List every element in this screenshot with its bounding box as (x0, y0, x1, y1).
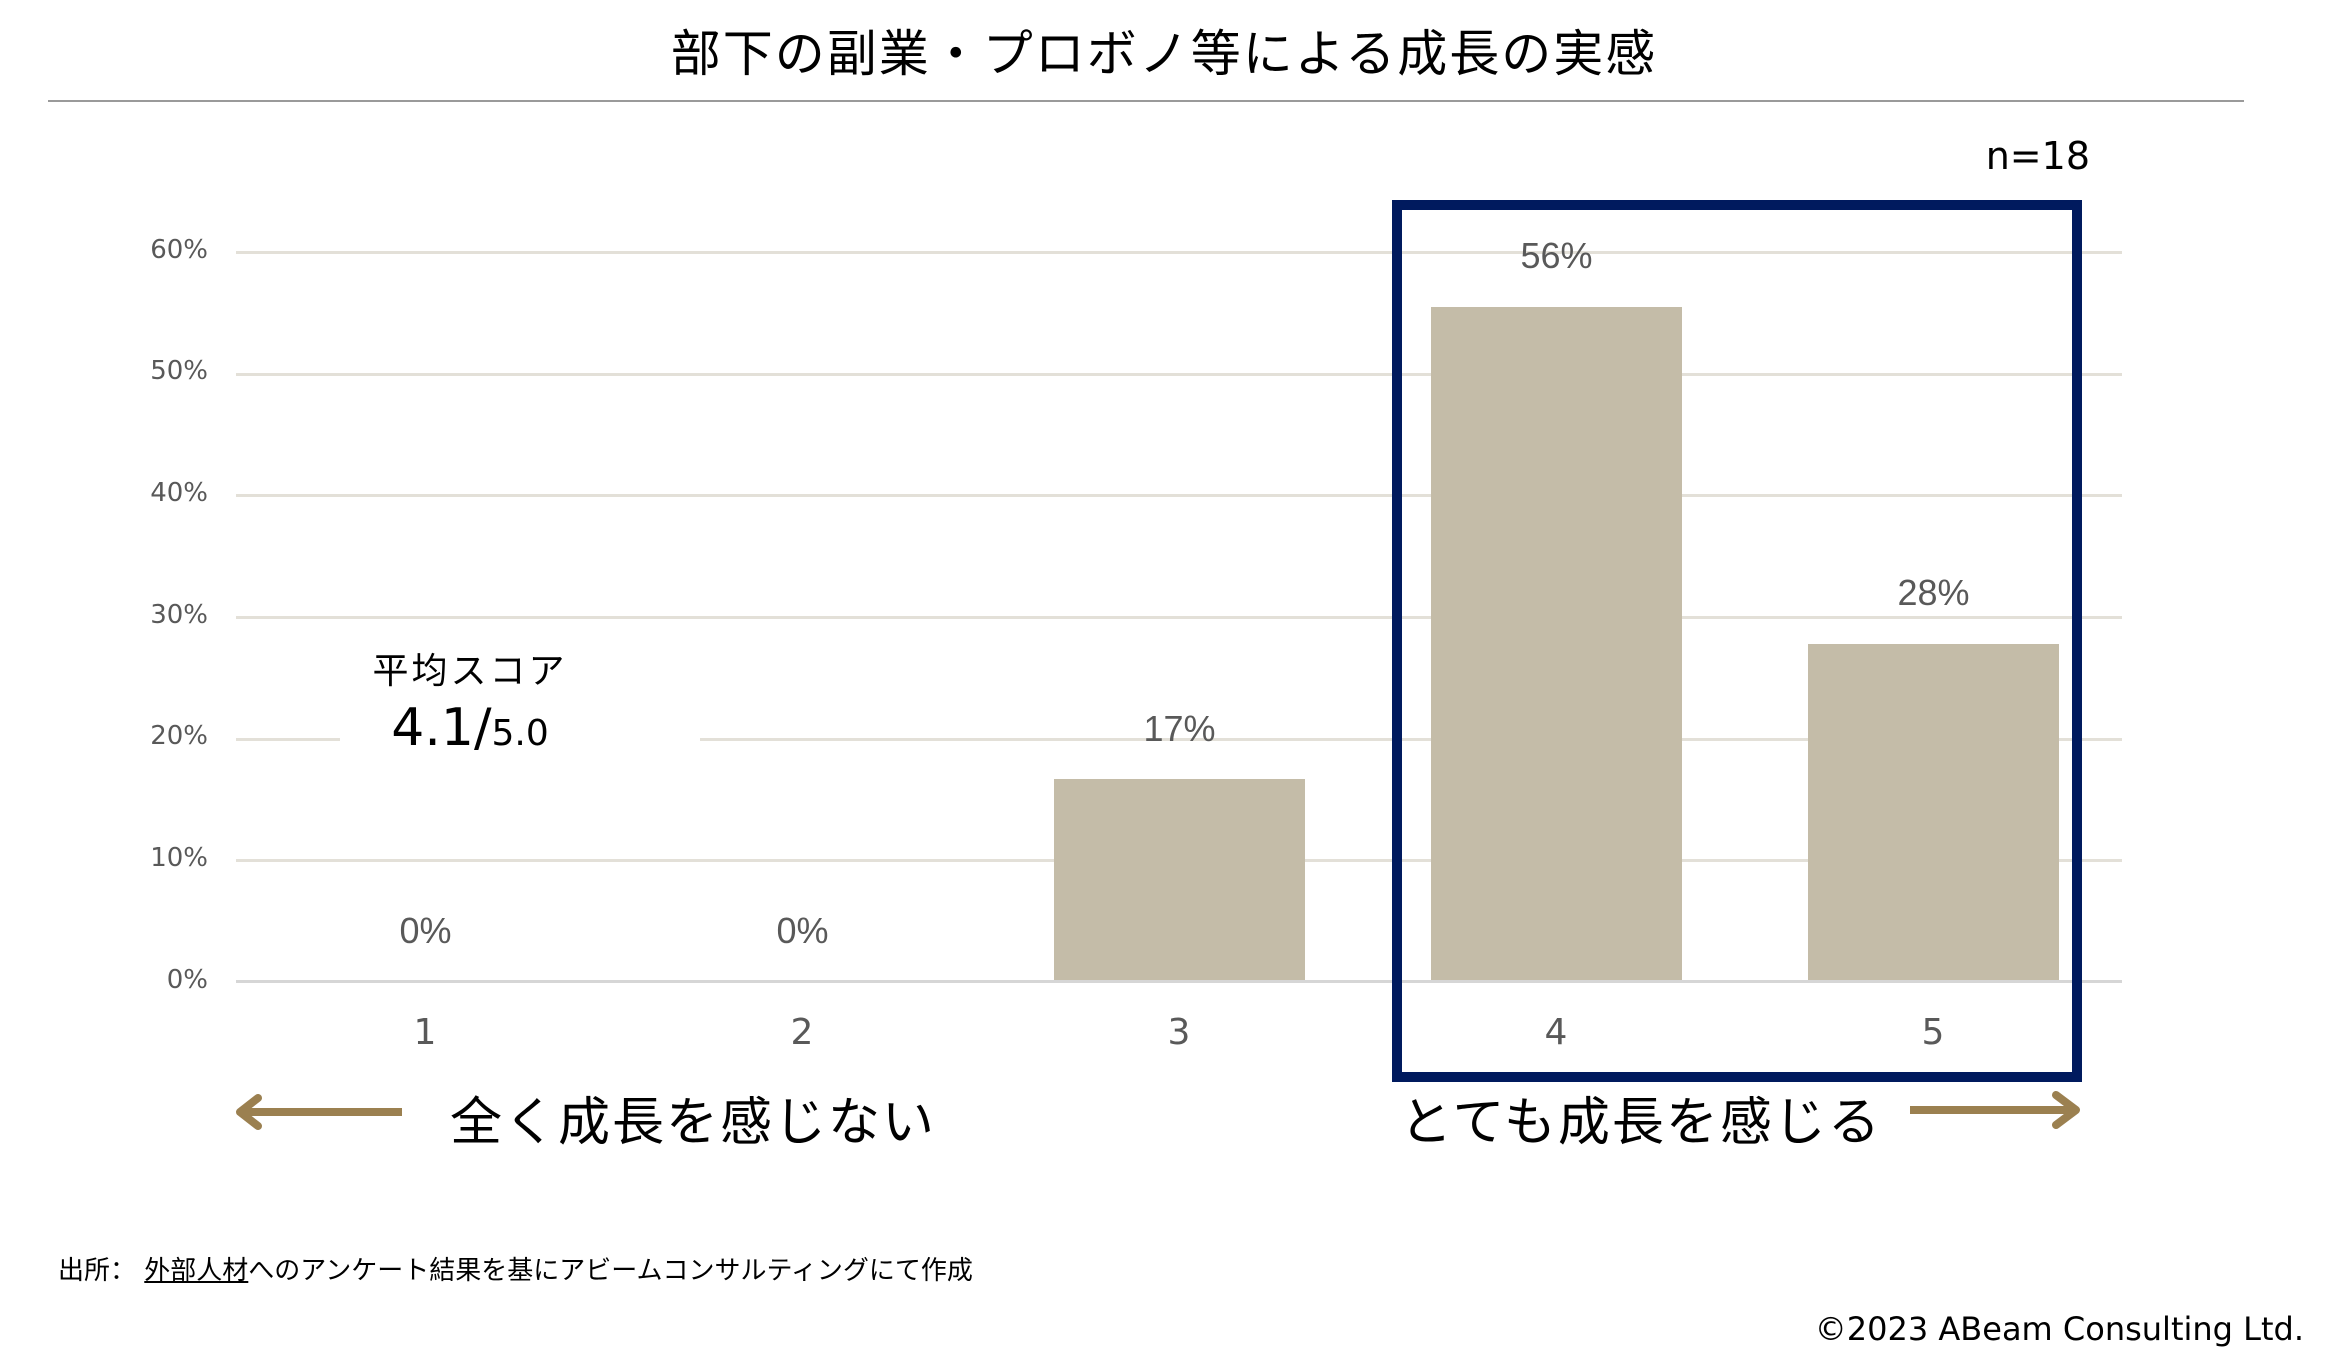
title-divider (48, 100, 2244, 102)
right-arrow-icon (1910, 1091, 2080, 1129)
left-arrow-icon (236, 1094, 402, 1130)
score-value: 4.1/ (391, 698, 492, 758)
axis-hint-left: 全く成長を感じない (450, 1093, 937, 1153)
bar-value-label: 0% (399, 910, 452, 951)
source-footnote: 出所： 外部人材へのアンケート結果を基にアビームコンサルティングにて作成 (58, 1250, 973, 1287)
copyright: ©2023 ABeam Consulting Ltd. (1814, 1310, 2304, 1348)
x-tick: 3 (1167, 1012, 1191, 1053)
bar-4 (1431, 307, 1682, 980)
bar-value-label: 0% (776, 910, 829, 951)
bar-3 (1054, 779, 1305, 980)
x-tick: 2 (790, 1012, 814, 1053)
y-tick: 40% (150, 478, 208, 508)
score-max: 5.0 (491, 713, 549, 754)
score-backdrop (340, 630, 700, 770)
gridline (236, 494, 2122, 497)
y-tick: 60% (150, 235, 208, 265)
footnote-link[interactable]: 外部人材 (144, 1256, 249, 1286)
x-tick: 1 (413, 1012, 437, 1053)
x-tick: 4 (1544, 1012, 1568, 1053)
bar-value-label: 56% (1520, 235, 1593, 276)
gridline (236, 738, 2122, 741)
gridline (236, 616, 2122, 619)
y-tick: 50% (150, 356, 208, 386)
y-tick: 0% (166, 965, 208, 995)
footnote-prefix: 出所： (58, 1256, 137, 1286)
highlight-box (1392, 200, 2082, 1082)
chart-title: 部下の副業・プロボノ等による成長の実感 (670, 25, 1658, 83)
y-tick: 10% (150, 843, 208, 873)
average-score-label: 平均スコア (372, 651, 568, 692)
average-score-value: 4.1/5.0 (340, 698, 600, 758)
y-tick: 30% (150, 600, 208, 630)
gridline (236, 251, 2122, 254)
bar-value-label: 17% (1143, 708, 1216, 749)
baseline (236, 980, 2122, 983)
y-tick: 20% (150, 721, 208, 751)
x-tick: 5 (1921, 1012, 1945, 1053)
bar-5 (1808, 644, 2059, 980)
axis-hint-right: とても成長を感じる (1400, 1093, 1882, 1153)
footnote-text: へのアンケート結果を基にアビームコンサルティングにて作成 (248, 1256, 973, 1286)
gridline (236, 373, 2122, 376)
sample-size: n=18 (1985, 134, 2090, 178)
bar-value-label: 28% (1897, 572, 1970, 613)
